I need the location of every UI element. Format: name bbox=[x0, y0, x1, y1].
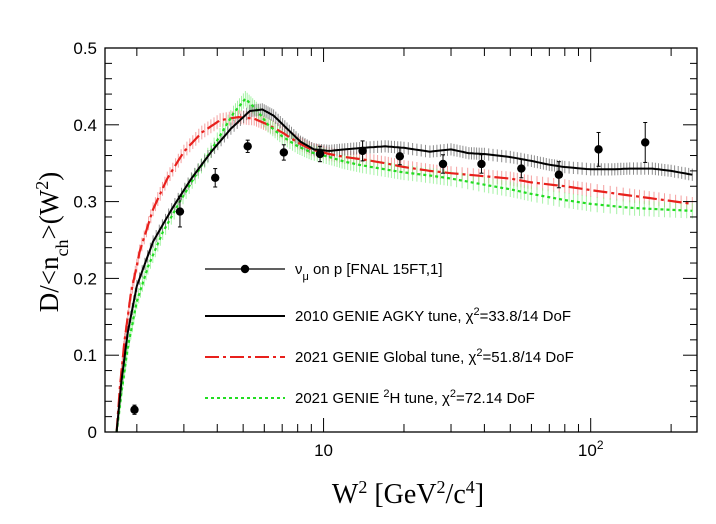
curve-2 bbox=[115, 97, 693, 433]
legend: νμ on p [FNAL 15FT,1] 2010 GENIE AGKY tun… bbox=[205, 261, 574, 407]
data-point bbox=[358, 146, 367, 156]
data-point bbox=[130, 405, 139, 414]
plot-frame bbox=[104, 47, 698, 433]
y-axis-title: D/<nch>(W2) bbox=[32, 172, 72, 312]
data-point bbox=[554, 170, 564, 179]
y-tick-label: 0 bbox=[88, 423, 97, 442]
axes: 0 0.1 0.2 0.3 0.4 0.5 10 102 bbox=[73, 39, 698, 460]
x-axis-title: W2 [GeV2/c4] bbox=[332, 477, 484, 510]
legend-label-2: 2021 GENIE 2H tune, χ2=72.14 DoF bbox=[295, 388, 535, 407]
legend-label-1: 2021 GENIE Global tune, χ2=51.8/14 DoF bbox=[295, 347, 574, 366]
data-points bbox=[130, 121, 650, 415]
y-tick-label: 0.1 bbox=[73, 346, 97, 365]
legend-marker-data bbox=[240, 264, 250, 274]
data-point bbox=[175, 207, 185, 216]
data-point bbox=[438, 159, 448, 169]
y-tick-label: 0.4 bbox=[73, 116, 97, 135]
legend-label-data: νμ on p [FNAL 15FT,1] bbox=[295, 261, 443, 283]
x-tick-label: 102 bbox=[578, 438, 604, 460]
curve-0 bbox=[115, 108, 693, 433]
y-tick-label: 0.5 bbox=[73, 39, 97, 58]
data-point bbox=[517, 164, 526, 173]
data-point bbox=[641, 138, 650, 147]
model-curves bbox=[115, 97, 693, 433]
data-point bbox=[243, 142, 252, 151]
data-point bbox=[594, 145, 603, 154]
legend-label-0: 2010 GENIE AGKY tune, χ2=33.8/14 DoF bbox=[295, 306, 571, 325]
data-point bbox=[279, 148, 289, 157]
y-tick-label: 0.3 bbox=[73, 193, 97, 212]
y-tick-label: 0.2 bbox=[73, 269, 97, 288]
data-point bbox=[477, 159, 486, 169]
band-2 bbox=[117, 91, 693, 427]
x-tick-label: 10 bbox=[314, 441, 333, 460]
data-point bbox=[211, 173, 220, 182]
data-point bbox=[315, 149, 325, 159]
data-point bbox=[395, 152, 405, 161]
curve-1 bbox=[115, 115, 693, 433]
